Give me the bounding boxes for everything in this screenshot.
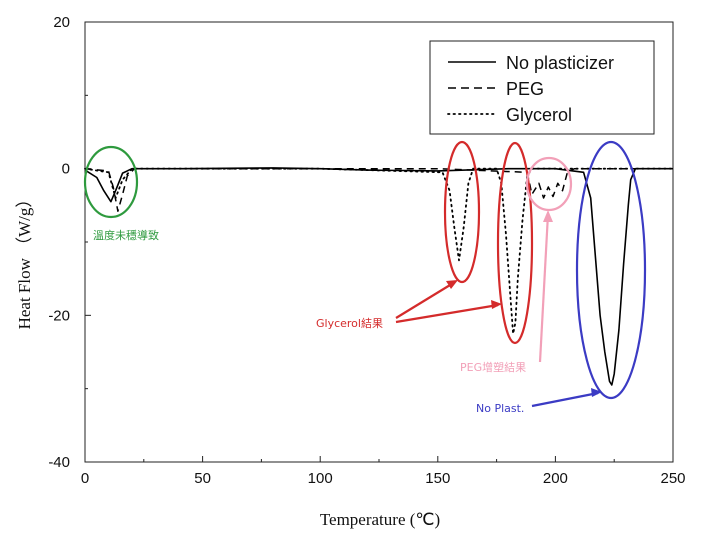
annotation-ellipse-unstable-temp [83, 145, 139, 219]
legend-label-peg: PEG [506, 79, 544, 99]
annotation-label-no-plast: No Plast. [476, 402, 524, 415]
annotation-label-glycerol: Glycerol結果 [316, 316, 383, 330]
y-tick-label: 20 [53, 14, 70, 31]
y-tick-label: -20 [48, 307, 70, 324]
arrow-peg [538, 213, 550, 363]
x-axis-title: Temperature (℃) [320, 510, 440, 529]
arrow-glycerol-2 [395, 303, 499, 324]
arrowhead-no-plast [591, 388, 602, 397]
series-line-no-plasticizer [84, 167, 673, 386]
x-tick-label: 50 [194, 470, 211, 487]
y-tick-label: 0 [62, 161, 70, 178]
series-line-glycerol [84, 167, 674, 335]
arrowhead-glycerol-1 [446, 280, 458, 289]
x-tick-label: 100 [308, 470, 333, 487]
legend: No plasticizer PEG Glycerol [429, 40, 655, 135]
y-tick-label: -40 [48, 454, 70, 471]
arrowhead-peg [543, 210, 553, 222]
legend-box [429, 40, 655, 135]
x-tick-label: 150 [425, 470, 450, 487]
y-axis-title: Heat Flow （W/g） [15, 191, 34, 330]
arrow-glycerol-1 [395, 281, 456, 319]
x-tick-label: 200 [543, 470, 568, 487]
x-tick-label: 0 [81, 470, 89, 487]
annotation-ellipse-peg [525, 156, 573, 212]
annotation-label-peg: PEG增塑結果 [460, 360, 526, 374]
annotation-ellipse-no-plast [575, 140, 647, 400]
arrowhead-glycerol-2 [491, 300, 502, 309]
legend-label-no-plasticizer: No plasticizer [506, 53, 614, 73]
x-tick-label: 250 [660, 470, 685, 487]
legend-label-glycerol: Glycerol [506, 105, 572, 125]
annotation-ellipse-glycerol-2 [496, 141, 534, 345]
annotation-label-unstable-temp: 溫度未穩導致 [93, 228, 159, 242]
annotation-ellipse-glycerol-1 [443, 140, 481, 284]
arrow-no-plast [531, 391, 599, 408]
